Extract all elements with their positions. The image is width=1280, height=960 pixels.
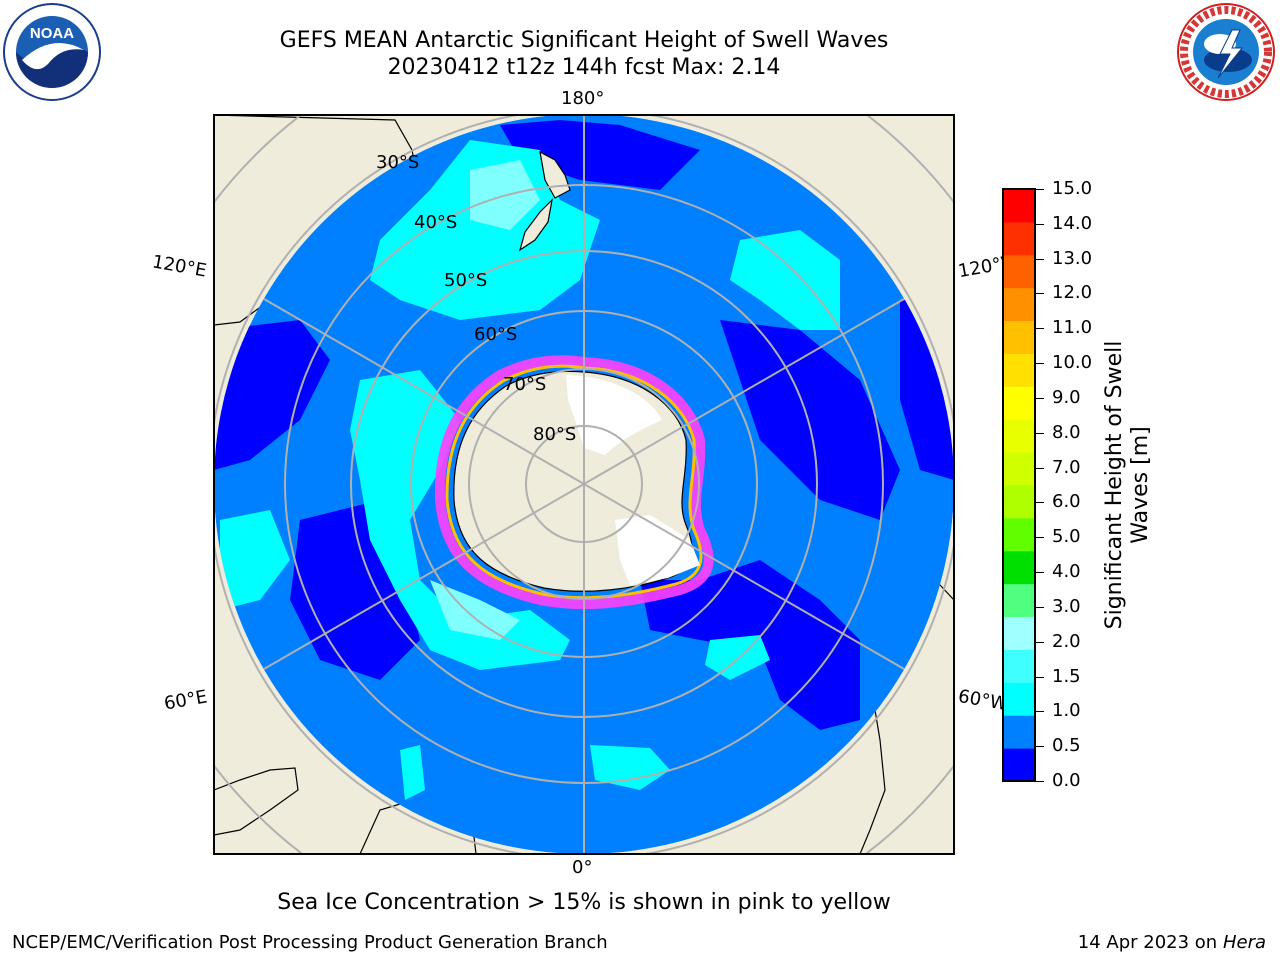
colorbar xyxy=(1002,188,1036,782)
colorbar-segment xyxy=(1003,189,1035,223)
nws-logo-icon xyxy=(1177,3,1275,101)
lat-label-50s: 50°S xyxy=(444,270,488,291)
colorbar-segment xyxy=(1003,583,1035,618)
colorbar-tick-mark xyxy=(1036,432,1044,434)
colorbar-segment xyxy=(1003,320,1035,354)
colorbar-tick-mark xyxy=(1036,711,1044,713)
footer-host: Hera xyxy=(1222,932,1266,953)
map-frame xyxy=(213,114,955,855)
colorbar-segment xyxy=(1003,649,1035,683)
colorbar-tick-mark xyxy=(1036,572,1044,574)
colorbar-segment xyxy=(1003,485,1035,519)
footer-date-text: 14 Apr 2023 on xyxy=(1077,932,1223,953)
colorbar-tick-label: 12.0 xyxy=(1052,282,1093,304)
colorbar-tick-label: 5.0 xyxy=(1052,526,1081,548)
lat-label-60s: 60°S xyxy=(474,324,518,345)
colorbar-tick-mark xyxy=(1036,606,1044,608)
lat-label-40s: 40°S xyxy=(414,212,458,233)
colorbar-label: Significant Height of Swell Waves [m] xyxy=(1102,340,1153,630)
lat-label-80s: 80°S xyxy=(533,424,577,445)
colorbar-tick-label: 9.0 xyxy=(1052,386,1081,408)
colorbar-tick-label: 8.0 xyxy=(1052,421,1081,443)
colorbar-tick-label: 7.0 xyxy=(1052,456,1081,478)
footer-date: 14 Apr 2023 on Hera xyxy=(1078,932,1266,953)
colorbar-tick-label: 0.0 xyxy=(1052,770,1081,791)
chart-subtitle: 20230412 t12z 144h fcst Max: 2.14 xyxy=(387,55,781,80)
colorbar-segment xyxy=(1003,550,1035,585)
colorbar-tick-mark xyxy=(1036,781,1044,782)
colorbar-tick-mark xyxy=(1036,397,1044,399)
colorbar-segment xyxy=(1003,748,1035,782)
colorbar-tick-mark xyxy=(1036,189,1044,190)
colorbar-segment xyxy=(1003,254,1035,289)
colorbar-tick-label: 4.0 xyxy=(1052,561,1081,583)
colorbar-segment xyxy=(1003,287,1035,322)
colorbar-segment xyxy=(1003,221,1035,256)
colorbar-segment xyxy=(1003,682,1035,716)
colorbar-tick-mark xyxy=(1036,223,1044,225)
colorbar-tick-mark xyxy=(1036,293,1044,295)
footer-credit: NCEP/EMC/Verification Post Processing Pr… xyxy=(12,932,608,953)
colorbar-tick-label: 10.0 xyxy=(1052,352,1093,374)
sea-ice-caption: Sea Ice Concentration > 15% is shown in … xyxy=(277,890,891,915)
colorbar-tick-mark xyxy=(1036,537,1044,539)
colorbar-segment xyxy=(1003,715,1035,749)
colorbar-segment xyxy=(1003,419,1035,453)
colorbar-tick-label: 1.5 xyxy=(1052,665,1081,687)
colorbar-tick-mark xyxy=(1036,328,1044,330)
lat-label-70s: 70°S xyxy=(503,374,547,395)
colorbar-segment xyxy=(1003,386,1035,420)
colorbar-tick-label: 14.0 xyxy=(1052,212,1093,234)
colorbar-tick-label: 1.0 xyxy=(1052,700,1081,722)
colorbar-segment xyxy=(1003,616,1035,650)
colorbar-tick-mark xyxy=(1036,363,1044,365)
longitude-grid xyxy=(263,115,905,854)
chart-title: GEFS MEAN Antarctic Significant Height o… xyxy=(279,28,889,53)
svg-text:NOAA: NOAA xyxy=(30,25,74,42)
colorbar-tick-mark xyxy=(1036,502,1044,504)
lat-label-30s: 30°S xyxy=(376,152,420,173)
colorbar-segment xyxy=(1003,517,1035,552)
colorbar-tick-mark xyxy=(1036,467,1044,469)
colorbar-segment xyxy=(1003,353,1035,387)
colorbar-tick-label: 2.0 xyxy=(1052,630,1081,652)
colorbar-segment xyxy=(1003,452,1035,486)
colorbar-tick-mark xyxy=(1036,676,1044,678)
colorbar-tick-mark xyxy=(1036,641,1044,643)
colorbar-tick-mark xyxy=(1036,746,1044,748)
colorbar-tick-label: 11.0 xyxy=(1052,317,1093,339)
lon-label-0: 0° xyxy=(572,857,593,878)
noaa-logo-icon: NOAA xyxy=(3,3,101,101)
colorbar-tick-label: 3.0 xyxy=(1052,595,1081,617)
colorbar-tick-label: 0.5 xyxy=(1052,735,1081,757)
colorbar-tick-label: 15.0 xyxy=(1052,178,1093,199)
colorbar-tick-mark xyxy=(1036,258,1044,260)
lon-label-180: 180° xyxy=(561,88,605,109)
colorbar-tick-label: 13.0 xyxy=(1052,247,1093,269)
colorbar-tick-label: 6.0 xyxy=(1052,491,1081,513)
